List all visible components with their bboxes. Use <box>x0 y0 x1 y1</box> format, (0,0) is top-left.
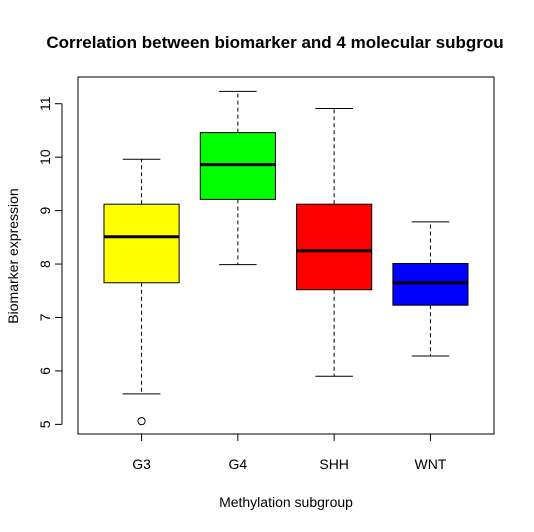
y-tick-label-8: 8 <box>37 260 53 268</box>
y-axis: 5 6 7 8 9 10 11 <box>37 96 63 428</box>
x-tick-label-g3: G3 <box>132 456 151 472</box>
y-tick-label-6: 6 <box>37 367 53 375</box>
y-tick-label-10: 10 <box>37 149 53 165</box>
y-tick-label-5: 5 <box>37 420 53 428</box>
box-g3 <box>103 158 180 426</box>
x-axis-label: Methylation subgroup <box>219 494 353 510</box>
x-tick-label-g4: G4 <box>229 456 248 472</box>
y-tick-label-7: 7 <box>37 313 53 321</box>
box-body-shh <box>296 203 373 291</box>
box-body-wnt <box>392 263 469 306</box>
box-wnt <box>392 221 469 357</box>
x-tick-label-wnt: WNT <box>414 456 446 472</box>
box-shh <box>296 108 373 377</box>
x-axis: G3 G4 SHH WNT <box>132 433 447 472</box>
chart-title: Correlation between biomarker and 4 mole… <box>46 33 503 52</box>
x-tick-label-shh: SHH <box>319 456 349 472</box>
boxes <box>103 90 469 426</box>
y-tick-label-11: 11 <box>37 96 53 111</box>
box-body-g3 <box>103 203 180 284</box>
box-g4 <box>199 90 276 266</box>
y-axis-label: Biomarker expression <box>5 188 21 323</box>
y-tick-label-9: 9 <box>37 207 53 215</box>
outlier-g3-0 <box>137 417 146 426</box>
